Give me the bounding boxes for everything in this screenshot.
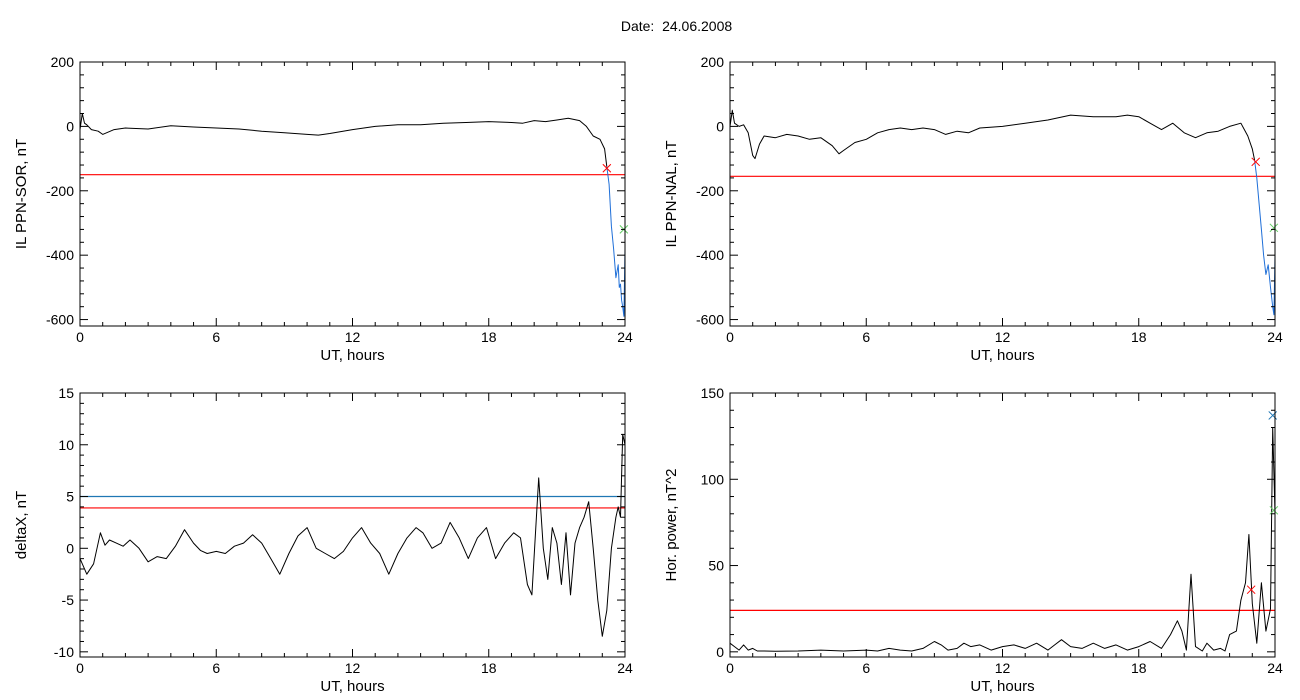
x-marker — [1269, 505, 1279, 515]
x-tick-label: 6 — [862, 660, 870, 676]
y-tick-label: 15 — [58, 385, 74, 401]
plot-frame — [729, 61, 1276, 327]
y-tick-label: 200 — [51, 54, 75, 70]
y-tick-label: -200 — [46, 183, 74, 199]
x-marker-stroke — [1246, 585, 1256, 595]
y-axis-label: IL PPN-SOR, nT — [13, 139, 30, 249]
x-tick-label: 24 — [1267, 329, 1283, 345]
plot-frame — [79, 392, 626, 658]
y-tick-label: -400 — [696, 247, 724, 263]
x-tick-label: 12 — [995, 329, 1011, 345]
x-tick-label: 6 — [862, 329, 870, 345]
plot-frame — [79, 61, 626, 327]
y-tick-label: 5 — [66, 489, 74, 505]
x-marker-stroke — [1269, 223, 1279, 233]
y-tick-label: 0 — [66, 118, 74, 134]
x-marker — [1268, 411, 1278, 420]
series-line — [79, 113, 608, 167]
x-tick-label: 18 — [1131, 660, 1147, 676]
panel-deltax: 0 6 12 18 24 -10 -5 0 5 10 15 UT, hours deltaX, nT — [13, 385, 633, 695]
y-tick-label: 50 — [708, 558, 724, 574]
page-title: Date: 24.06.2008 — [620, 18, 733, 34]
series-line — [729, 427, 1276, 652]
x-tick-label: 0 — [726, 329, 734, 345]
y-axis-label: deltaX, nT — [13, 491, 30, 559]
x-tick-label: 12 — [345, 329, 361, 345]
x-tick-label: 0 — [76, 660, 84, 676]
series-line — [79, 433, 626, 637]
y-tick-label: -400 — [46, 247, 74, 263]
x-tick-label: 6 — [212, 660, 220, 676]
x-axis-label: UT, hours — [320, 347, 384, 364]
x-tick-label: 18 — [481, 329, 497, 345]
x-tick-label: 0 — [76, 329, 84, 345]
y-axis-label: Hor. power, nT^2 — [663, 469, 680, 582]
y-tick-label: 150 — [701, 385, 725, 401]
series-line — [729, 109, 1256, 161]
y-tick-label: 0 — [716, 644, 724, 660]
series-line — [606, 166, 626, 317]
x-tick-label: 24 — [617, 660, 633, 676]
x-axis-label: UT, hours — [970, 347, 1034, 364]
series-line — [1254, 160, 1276, 316]
x-tick-label: 0 — [726, 660, 734, 676]
x-tick-label: 12 — [345, 660, 361, 676]
x-tick-label: 24 — [1267, 660, 1283, 676]
y-axis-label: IL PPN-NAL, nT — [663, 141, 680, 248]
y-tick-label: -600 — [696, 312, 724, 328]
y-tick-label: 200 — [701, 54, 725, 70]
x-tick-label: 18 — [1131, 329, 1147, 345]
x-tick-label: 12 — [995, 660, 1011, 676]
y-tick-label: 100 — [701, 471, 725, 487]
x-marker — [602, 163, 612, 173]
panel-ppn-sor: 0 6 12 18 24 -600 -400 -200 0 200 UT, hours IL PPN-… — [13, 54, 633, 364]
panel-hor-power: 0 6 12 18 24 0 50 100 150 UT, hours Hor. power, nT… — [663, 385, 1283, 695]
x-tick-label: 6 — [212, 329, 220, 345]
y-tick-label: -10 — [54, 644, 74, 660]
x-axis-label: UT, hours — [320, 678, 384, 695]
y-tick-label: 0 — [716, 118, 724, 134]
y-tick-label: 0 — [66, 540, 74, 556]
y-tick-label: 10 — [58, 437, 74, 453]
x-marker — [1246, 585, 1256, 595]
x-marker — [1251, 157, 1261, 167]
panel-ppn-nal: 0 6 12 18 24 -600 -400 -200 0 200 UT, hours IL PPN-… — [663, 54, 1283, 364]
x-marker — [1269, 223, 1279, 233]
y-tick-label: -5 — [62, 592, 75, 608]
x-tick-label: 24 — [617, 329, 633, 345]
x-marker-stroke — [1251, 157, 1261, 167]
x-tick-label: 18 — [481, 660, 497, 676]
x-axis-label: UT, hours — [970, 678, 1034, 695]
y-tick-label: -200 — [696, 183, 724, 199]
x-marker-stroke — [1269, 505, 1279, 515]
y-tick-label: -600 — [46, 312, 74, 328]
x-marker-stroke — [602, 163, 612, 173]
